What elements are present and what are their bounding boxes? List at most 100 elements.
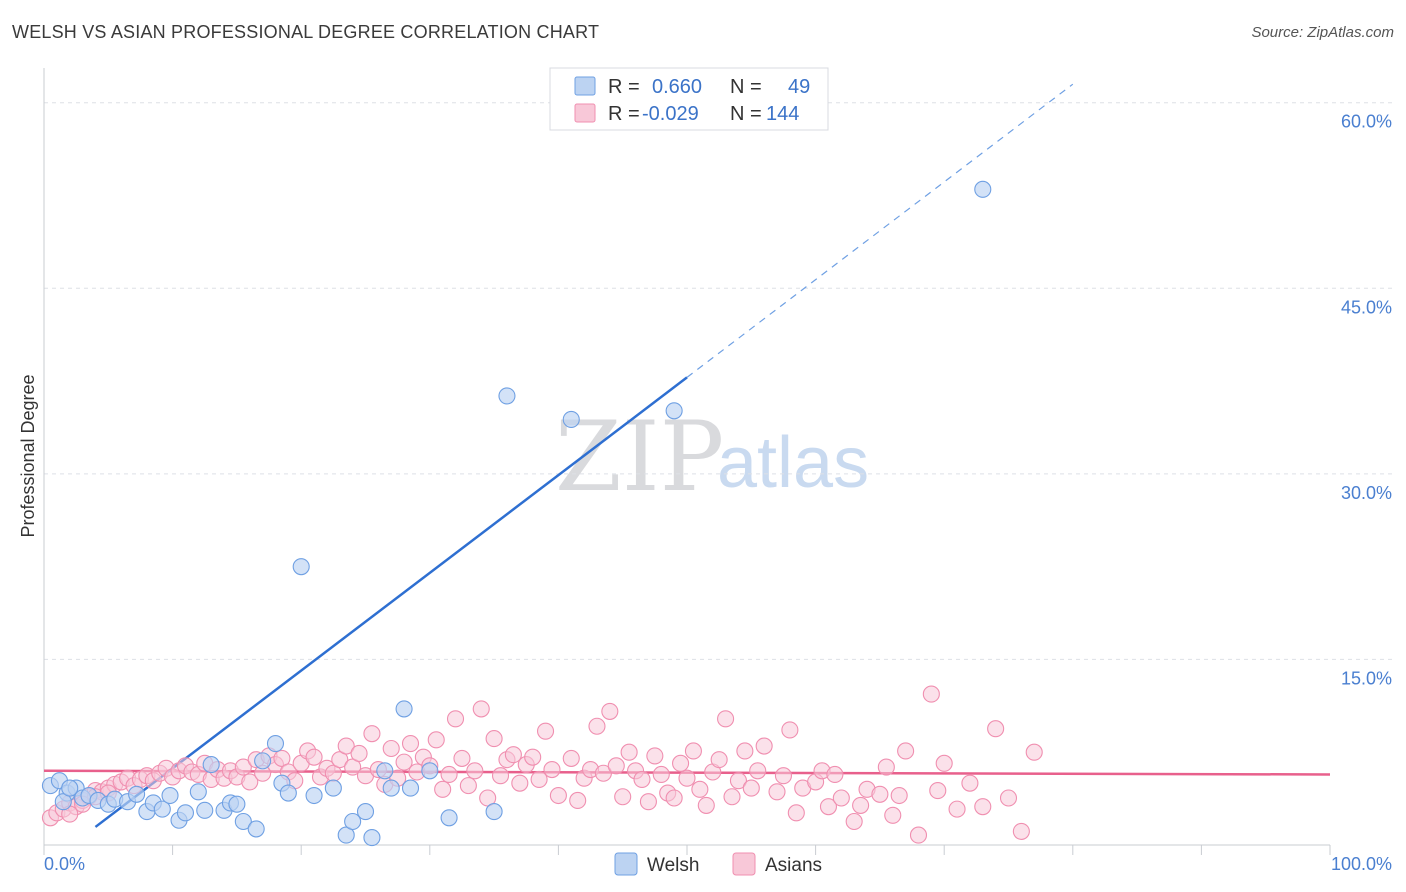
asians-point: [890, 786, 908, 805]
asians-point: [742, 779, 760, 797]
asians-point: [961, 774, 979, 792]
welsh-point: [324, 779, 342, 797]
welsh-point: [202, 756, 220, 774]
asians-point: [1012, 822, 1030, 840]
welsh-points: [41, 180, 992, 847]
legend-r-welsh: 0.660: [652, 76, 702, 98]
asians-point: [897, 742, 915, 760]
asians-point: [684, 742, 702, 760]
chart-title: WELSH VS ASIAN PROFESSIONAL DEGREE CORRE…: [12, 22, 600, 42]
asians-point: [594, 764, 612, 782]
asians-point: [504, 746, 522, 764]
asians-point: [434, 780, 452, 798]
asians-point: [832, 789, 850, 807]
welsh-point: [562, 410, 580, 428]
asians-point: [877, 758, 895, 776]
asians-point: [305, 748, 323, 766]
source-credit: Source: ZipAtlas.com: [1251, 24, 1394, 41]
asians-point: [845, 812, 863, 831]
welsh-point: [292, 558, 310, 576]
grid: [44, 102, 1392, 660]
welsh-point: [305, 786, 323, 805]
welsh-point: [266, 735, 285, 753]
welsh-point: [382, 779, 400, 797]
asians-point: [948, 800, 966, 818]
legend-n-label-asians: N =: [730, 103, 762, 125]
asians-point: [614, 788, 632, 806]
asians-point: [530, 770, 548, 788]
asians-point: [588, 717, 606, 735]
welsh-point: [279, 784, 297, 802]
asians-point: [929, 782, 947, 800]
asians-point: [601, 702, 619, 720]
welsh-point: [356, 803, 375, 821]
asians-point: [826, 765, 844, 784]
asians-point: [909, 826, 928, 844]
asians-point: [717, 710, 735, 728]
asians-point: [871, 785, 889, 803]
asians-point: [697, 796, 715, 814]
welsh-trend-extension: [686, 83, 1074, 378]
series-legend-swatch-welsh: [614, 852, 638, 876]
welsh-point: [196, 801, 214, 819]
x-tick-label: 0.0%: [44, 854, 85, 874]
asians-point: [774, 767, 793, 785]
asians-point: [491, 767, 510, 785]
asians-point: [446, 710, 465, 728]
asians-point: [440, 765, 458, 784]
legend-r-label-asians: R =: [608, 103, 640, 125]
y-tick-label: 60.0%: [1341, 112, 1392, 132]
asians-point: [768, 783, 786, 801]
welsh-point: [440, 809, 458, 827]
asians-point: [736, 742, 754, 760]
welsh-point: [128, 785, 146, 803]
series-legend-label-asians: Asians: [765, 855, 822, 876]
y-tick-label: 45.0%: [1341, 297, 1392, 317]
welsh-point: [974, 180, 992, 198]
asians-point: [672, 754, 690, 772]
asians-point: [562, 749, 580, 767]
asians-point: [639, 793, 657, 811]
asians-point: [363, 725, 381, 743]
asians-point: [472, 700, 490, 718]
asians-point: [485, 730, 503, 748]
asians-point: [691, 780, 709, 798]
asians-point: [787, 804, 805, 822]
legend-n-label-welsh: N =: [730, 76, 762, 98]
asians-point: [665, 789, 683, 807]
asians-point: [524, 748, 542, 766]
asians-point: [466, 762, 484, 780]
asians-point: [884, 806, 902, 824]
welsh-point: [176, 804, 195, 822]
welsh-point: [665, 402, 683, 420]
asians-point: [749, 762, 767, 780]
tick-labels: 15.0% 30.0% 45.0% 60.0% 0.0% 100.0%: [44, 112, 1392, 874]
asians-point: [241, 773, 259, 791]
welsh-point: [363, 829, 381, 847]
welsh-point: [161, 786, 179, 805]
asians-point: [678, 769, 696, 787]
asians-point: [607, 757, 625, 775]
asians-point: [710, 751, 728, 769]
asians-point: [337, 737, 355, 755]
welsh-point: [254, 752, 272, 770]
asians-point: [935, 754, 953, 772]
asians-point: [922, 685, 940, 703]
welsh-point: [485, 803, 503, 821]
asians-point: [652, 765, 670, 784]
y-axis-label: Professional Degree: [18, 374, 38, 537]
welsh-point: [498, 387, 516, 405]
asians-points: [41, 685, 1043, 844]
welsh-point: [401, 779, 420, 797]
asians-point: [781, 721, 799, 739]
asians-point: [569, 791, 587, 810]
legend-r-label-welsh: R =: [608, 76, 640, 98]
asians-point: [543, 760, 561, 779]
asians-point: [819, 798, 838, 816]
asians-point: [511, 774, 529, 792]
y-tick-label: 15.0%: [1341, 668, 1392, 688]
legend-swatch-welsh: [574, 76, 596, 96]
welsh-point: [61, 779, 79, 797]
y-tick-label: 30.0%: [1341, 483, 1392, 503]
